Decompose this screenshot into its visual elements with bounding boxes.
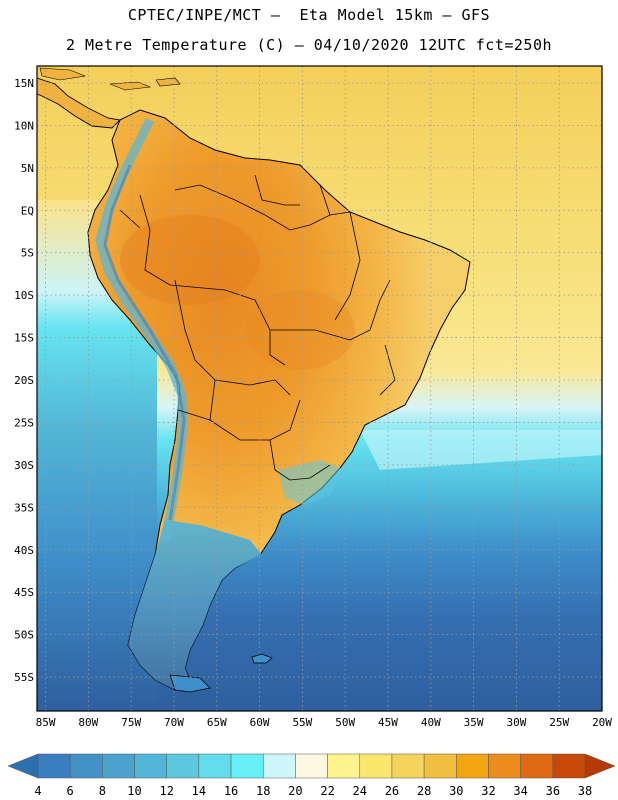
colorbar-segment <box>359 753 393 779</box>
latitude-label: 25S <box>14 416 34 429</box>
colorbar-segment <box>262 753 296 779</box>
longitude-label: 40W <box>421 716 441 729</box>
colorbar-label: 28 <box>417 784 431 798</box>
latitude-label: 15S <box>14 332 34 345</box>
longitude-label: 55W <box>292 716 312 729</box>
colorbar-segment <box>520 753 554 779</box>
map-frame <box>36 65 603 712</box>
latitude-label: EQ <box>21 204 34 217</box>
colorbar-segment <box>423 753 457 779</box>
longitude-label: 25W <box>549 716 569 729</box>
longitude-label: 30W <box>506 716 526 729</box>
colorbar-label: 12 <box>159 784 173 798</box>
colorbar-label: 30 <box>449 784 463 798</box>
andes-cool-core <box>103 164 186 521</box>
colorbar-label: 8 <box>99 784 106 798</box>
latitude-label: 5S <box>21 247 34 260</box>
uruguay-cool-region <box>278 460 345 505</box>
colorbar-label: 26 <box>385 784 399 798</box>
colorbar-label: 34 <box>513 784 527 798</box>
caribbean-island-1 <box>109 81 152 91</box>
latitude-label: 30S <box>14 459 34 472</box>
longitude-label: 65W <box>207 716 227 729</box>
longitude-label: 45W <box>378 716 398 729</box>
colorbar-label: 6 <box>67 784 74 798</box>
country-borders <box>119 174 396 481</box>
latitude-label: 10S <box>14 289 34 302</box>
latitude-label: 35S <box>14 501 34 514</box>
longitude-label: 70W <box>164 716 184 729</box>
longitude-labels: 85W 80W 75W 70W 65W 60W 55W 50W 45W 40W 35W 30W 25W 2… <box>36 716 613 729</box>
colorbar-segment <box>327 753 361 779</box>
latitude-label: 50S <box>14 629 34 642</box>
longitude-label: 75W <box>121 716 141 729</box>
colorbar-segment <box>456 753 489 779</box>
latitude-label: 40S <box>14 544 34 557</box>
coastal-cool-band <box>360 430 602 470</box>
latitude-label: 20S <box>14 374 34 387</box>
colorbar-segment <box>37 753 71 779</box>
patagonia-cool-region <box>128 520 262 690</box>
colorbar-label: 36 <box>546 784 560 798</box>
temperature-colorbar: 4 6 8 10 12 14 16 18 20 22 24 26 28 30 32 34 36 38 <box>7 753 616 798</box>
map-title-line-2: 2 Metre Temperature (C) – 04/10/2020 12U… <box>65 36 553 54</box>
colorbar-low-arrow <box>7 753 39 779</box>
latitude-label: 55S <box>14 671 34 684</box>
colorbar-label: 32 <box>481 784 495 798</box>
latitude-label: 15N <box>14 77 34 90</box>
colorbar-segment <box>295 753 328 779</box>
colorbar-segment <box>198 753 232 779</box>
latitude-label: 45S <box>14 586 34 599</box>
colorbar-segment <box>391 753 425 779</box>
colorbar-segment <box>230 753 264 779</box>
colorbar-segment <box>166 753 200 779</box>
falkland-islands <box>251 653 273 664</box>
caribbean-island-3 <box>39 67 87 81</box>
longitude-label: 20W <box>592 716 612 729</box>
colorbar-segment <box>552 753 586 779</box>
latitude-label: 10N <box>14 119 34 132</box>
central-america-land <box>37 77 121 129</box>
colorbar-label: 22 <box>320 784 334 798</box>
longitude-label: 80W <box>78 716 98 729</box>
colorbar-segment <box>102 753 135 779</box>
colorbar-segment <box>69 753 103 779</box>
colorbar-label: 4 <box>34 784 41 798</box>
colorbar-label: 24 <box>353 784 367 798</box>
longitude-label: 50W <box>335 716 355 729</box>
colorbar-segment <box>134 753 167 779</box>
colorbar-label: 10 <box>127 784 141 798</box>
colorbar-label: 20 <box>288 784 302 798</box>
colorbar-label: 38 <box>578 784 592 798</box>
longitude-label: 85W <box>36 716 56 729</box>
colorbar-label: 14 <box>192 784 206 798</box>
latitude-labels: 15N 10N 5N EQ 5S 10S 15S 20S 25S 30S 35S 40S 45S 50S 5… <box>14 77 34 684</box>
colorbar-label: 18 <box>256 784 270 798</box>
colorbar-high-arrow <box>584 753 616 779</box>
latitude-label: 5N <box>21 162 34 175</box>
longitude-label: 60W <box>250 716 270 729</box>
map-title-line-1: CPTEC/INPE/MCT – Eta Model 15km – GFS <box>127 6 491 24</box>
colorbar-label: 16 <box>224 784 238 798</box>
colorbar-segment <box>488 753 521 779</box>
amazon-hot-core <box>120 215 260 305</box>
longitude-label: 35W <box>464 716 484 729</box>
